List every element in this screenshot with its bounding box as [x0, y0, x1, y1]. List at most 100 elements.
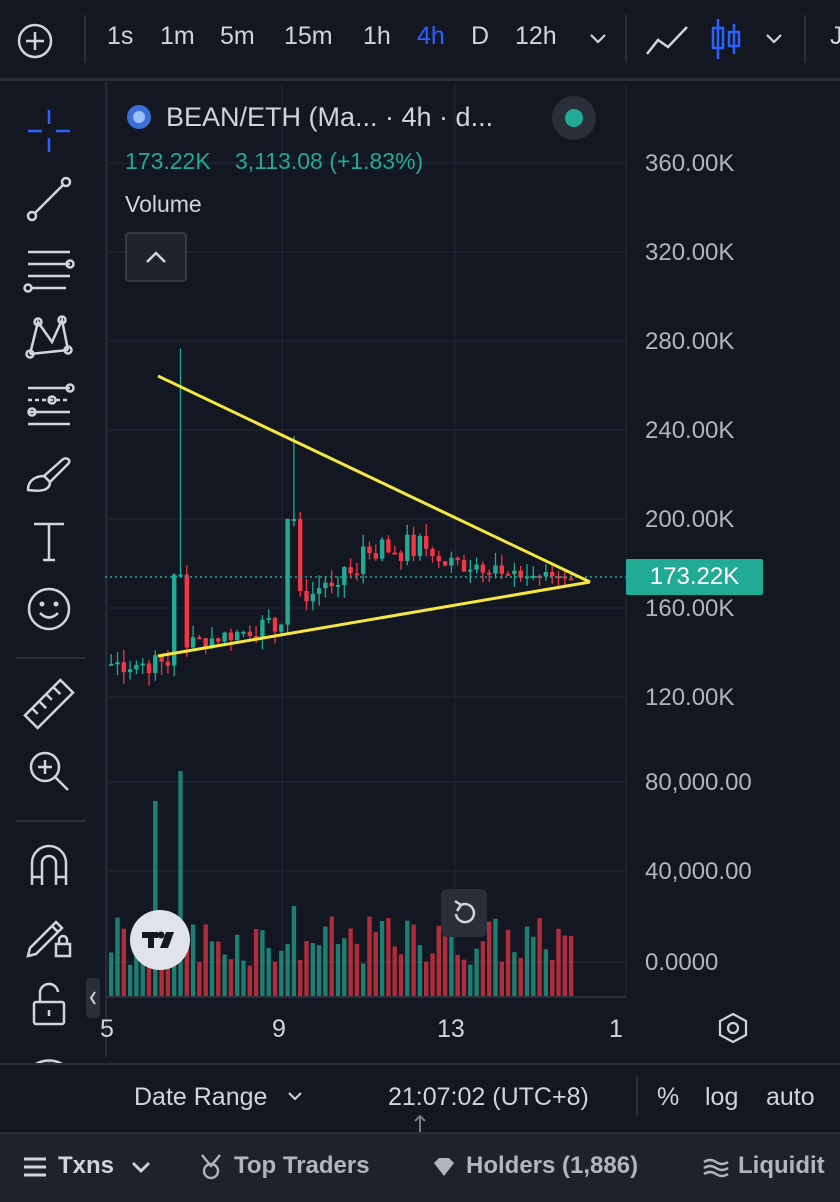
- chevron-down-icon[interactable]: [286, 1090, 304, 1102]
- volume-bar: [411, 924, 416, 996]
- volume-bar: [424, 961, 429, 996]
- candle-body: [367, 546, 372, 554]
- volume-bar: [556, 928, 561, 996]
- candle-body: [241, 631, 246, 634]
- add-symbol-icon[interactable]: [16, 22, 54, 60]
- volume-bar: [543, 949, 549, 996]
- tab-txns[interactable]: Txns: [58, 1152, 115, 1179]
- volume-bar: [253, 929, 259, 996]
- volume-bar: [386, 918, 391, 996]
- candle-body: [153, 655, 158, 674]
- candle-body: [487, 572, 492, 575]
- chevron-down-icon[interactable]: [130, 1160, 152, 1174]
- chart-grid: [105, 85, 627, 996]
- time-axis-label: 13: [437, 1015, 465, 1043]
- timeframe-5m[interactable]: 5m: [220, 22, 255, 50]
- candle-body: [222, 632, 227, 642]
- ruler-icon[interactable]: [22, 677, 76, 731]
- price-axis-label: 200.00K: [645, 506, 735, 533]
- volume-bar: [153, 801, 158, 996]
- candle-body: [291, 519, 297, 521]
- volume-bar: [449, 920, 454, 996]
- volume-bar: [298, 959, 303, 996]
- pattern-tool-icon[interactable]: [22, 310, 76, 364]
- timeframe-D[interactable]: D: [471, 22, 490, 50]
- prediction-tool-icon[interactable]: [22, 378, 76, 432]
- volume-bar: [531, 936, 536, 996]
- upper-trendline[interactable]: [157, 374, 591, 584]
- reset-icon: [454, 899, 476, 924]
- toolbar-divider: [625, 15, 627, 63]
- status-dot: [565, 109, 583, 127]
- emoji-icon[interactable]: [22, 582, 76, 636]
- collapse-toolbar-button[interactable]: [86, 978, 100, 1018]
- candle-body: [430, 548, 435, 557]
- horizontal-lines-icon[interactable]: [22, 242, 76, 296]
- zoom-in-icon[interactable]: [22, 744, 76, 798]
- percent-scale-toggle[interactable]: %: [657, 1083, 680, 1111]
- legend-change: 3,113.08 (+1.83%): [235, 148, 424, 174]
- log-scale-toggle[interactable]: log: [705, 1083, 739, 1111]
- settings-hexagon-icon[interactable]: [716, 1011, 750, 1045]
- line-chart-icon[interactable]: [644, 22, 690, 58]
- unlock-icon[interactable]: [22, 978, 76, 1032]
- reset-chart-button[interactable]: [441, 889, 487, 937]
- brush-icon[interactable]: [22, 446, 76, 500]
- candle-body: [115, 662, 120, 665]
- tab-top-traders[interactable]: Top Traders: [234, 1152, 370, 1179]
- time-axis-label: 1: [609, 1015, 623, 1043]
- timeframe-1m[interactable]: 1m: [160, 22, 195, 50]
- lock-drawing-icon[interactable]: [22, 908, 76, 962]
- chevron-down-icon[interactable]: [764, 32, 784, 46]
- volume-bar: [209, 941, 215, 996]
- volume-bar: [109, 952, 114, 996]
- timeframe-4h[interactable]: 4h: [417, 22, 445, 50]
- candle-body: [505, 573, 511, 576]
- collapse-legend-button[interactable]: [125, 232, 187, 282]
- candlestick-icon[interactable]: [708, 16, 744, 62]
- volume-bar: [518, 958, 523, 996]
- volume-bar: [348, 928, 353, 996]
- price-chart[interactable]: [0, 0, 840, 1060]
- tradingview-logo[interactable]: [130, 910, 190, 970]
- toolbar-overflow-item[interactable]: J: [830, 22, 840, 50]
- timeframe-1s[interactable]: 1s: [107, 22, 134, 50]
- date-range-button[interactable]: Date Range: [134, 1083, 268, 1111]
- candle-body: [121, 662, 126, 673]
- candle-body: [379, 539, 385, 559]
- timeframe-12h[interactable]: 12h: [515, 22, 557, 50]
- volume-bar: [392, 946, 397, 996]
- time-axis-border: [105, 996, 626, 998]
- symbol-title[interactable]: BEAN/ETH (Ma... · 4h · d...: [166, 102, 494, 132]
- timeframe-1h[interactable]: 1h: [363, 22, 391, 50]
- chevron-down-icon[interactable]: [588, 32, 608, 46]
- text-tool-icon[interactable]: [22, 514, 76, 568]
- candle-body: [165, 661, 171, 666]
- legend-price: 173.22K: [125, 148, 211, 174]
- candle-body: [518, 570, 523, 578]
- candle-body: [480, 564, 486, 573]
- volume-bar: [480, 941, 486, 996]
- price-axis-label: 160.00K: [645, 595, 735, 622]
- volume-bar: [323, 926, 328, 996]
- lower-trendline[interactable]: [157, 580, 591, 658]
- liquidity-waves-icon: [703, 1158, 729, 1178]
- volume-bar: [291, 906, 297, 996]
- volume-bar: [493, 918, 498, 996]
- magnet-icon[interactable]: [22, 839, 76, 893]
- candle-body: [386, 539, 391, 553]
- candle-body: [392, 552, 397, 555]
- volume-bar: [335, 943, 341, 996]
- volume-bar: [247, 965, 252, 996]
- tab-liquidity[interactable]: Liquidit: [738, 1152, 825, 1179]
- volume-indicator-label[interactable]: Volume: [125, 191, 202, 217]
- trend-line-icon[interactable]: [22, 172, 76, 226]
- crosshair-icon[interactable]: [22, 104, 76, 158]
- candle-body: [436, 556, 441, 562]
- timeframe-15m[interactable]: 15m: [284, 22, 333, 50]
- volume-bar: [524, 926, 530, 996]
- tab-holders[interactable]: Holders (1,886): [466, 1152, 639, 1179]
- auto-scale-toggle[interactable]: auto: [766, 1083, 815, 1111]
- candle-body: [398, 552, 404, 562]
- timezone-clock[interactable]: 21:07:02 (UTC+8): [388, 1083, 589, 1111]
